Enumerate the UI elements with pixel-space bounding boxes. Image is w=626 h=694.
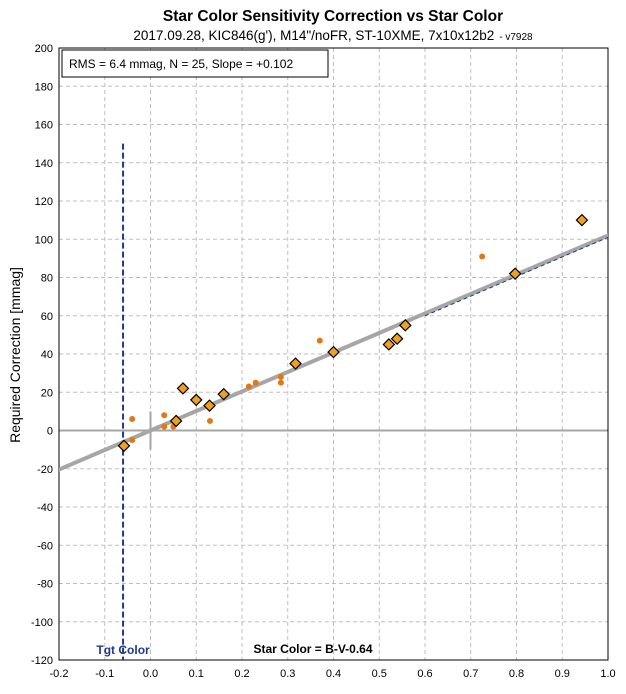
y-tick-label: 20 [41,387,53,399]
data-point-dot [129,416,136,423]
y-tick-label: -120 [31,655,53,667]
y-tick-label: 80 [41,273,53,285]
x-tick-label: 0.9 [555,668,570,680]
y-tick-label: 40 [41,349,53,361]
x-tick-label: 0.7 [463,668,478,680]
chart-version: - v7928 [499,32,533,43]
y-axis-label: Required Correction [mmag] [7,267,23,443]
data-point-diamond [217,387,231,401]
data-point-diamond [169,414,183,428]
chart-subtitle: 2017.09.28, KIC846(g'), M14"/noFR, ST-10… [133,28,533,43]
data-point-diamond [203,399,216,412]
data-point-diamond [390,332,404,346]
y-tick-label: 160 [35,120,53,132]
plot-area: -0.2 -0.1 0.0 0.1 0.2 0.3 0.4 0.5 0.6 0.7 0.8 0.9 1.… [31,43,616,680]
data-point-dot [479,253,486,260]
plot-series [59,143,608,660]
y-tick-label: -100 [31,617,53,629]
data-point-diamond [117,439,131,453]
x-tick-label: 0.8 [509,668,524,680]
y-tick-label: -20 [37,464,53,476]
data-point-dot [277,379,284,386]
y-tick-label: -80 [37,579,53,591]
x-tick-label: 0.2 [234,668,249,680]
x-tick-label: 0.0 [143,668,158,680]
data-point-diamond [176,382,190,395]
target-color-label: Tgt Color [96,643,150,657]
data-point-diamond [575,213,589,227]
y-tick-label: -40 [37,502,53,514]
y-tick-label: -60 [37,540,53,552]
y-tick-label: 120 [35,196,53,208]
data-point-diamond [382,338,396,351]
plot-border [58,47,609,661]
data-point-diamond [398,318,412,332]
y-tick-label: 60 [41,311,53,323]
x-tick-label: 0.5 [372,668,387,680]
data-point-dot [129,437,136,444]
data-point-diamond [508,267,522,281]
data-point-dot [252,379,259,386]
data-point-dot [206,417,213,424]
chart-title: Star Color Sensitivity Correction vs Sta… [163,8,503,25]
x-axis-annotation: Star Color = B-V-0.64 [253,642,372,656]
data-point-diamond [289,357,302,370]
x-tick-label: 0.1 [189,668,204,680]
data-point-dot [316,337,323,344]
y-tick-label: 180 [35,81,53,93]
y-tick-label: 140 [35,158,53,170]
x-tick-label: -0.1 [95,668,114,680]
data-point-diamond [189,393,203,407]
stats-box-text: RMS = 6.4 mmag, N = 25, Slope = +0.102 [69,57,293,71]
y-tick-label: 200 [35,43,53,55]
x-tick-label: 0.6 [417,668,432,680]
y-tick-label: 100 [35,234,53,246]
data-point-dot [245,383,252,390]
x-tick-label: -0.2 [50,668,69,680]
x-tick-label: 0.3 [280,668,295,680]
y-tick-label: 0 [47,426,53,438]
stats-box [61,49,329,78]
x-tick-label: 1.0 [600,668,615,680]
data-point-diamond [327,345,340,359]
data-point-dot [161,412,168,419]
data-point-dot [161,423,168,430]
x-tick-label: 0.4 [326,668,341,680]
chart-subtitle-main: 2017.09.28, KIC846(g'), M14"/noFR, ST-10… [133,28,494,43]
data-point-dot [277,373,284,380]
